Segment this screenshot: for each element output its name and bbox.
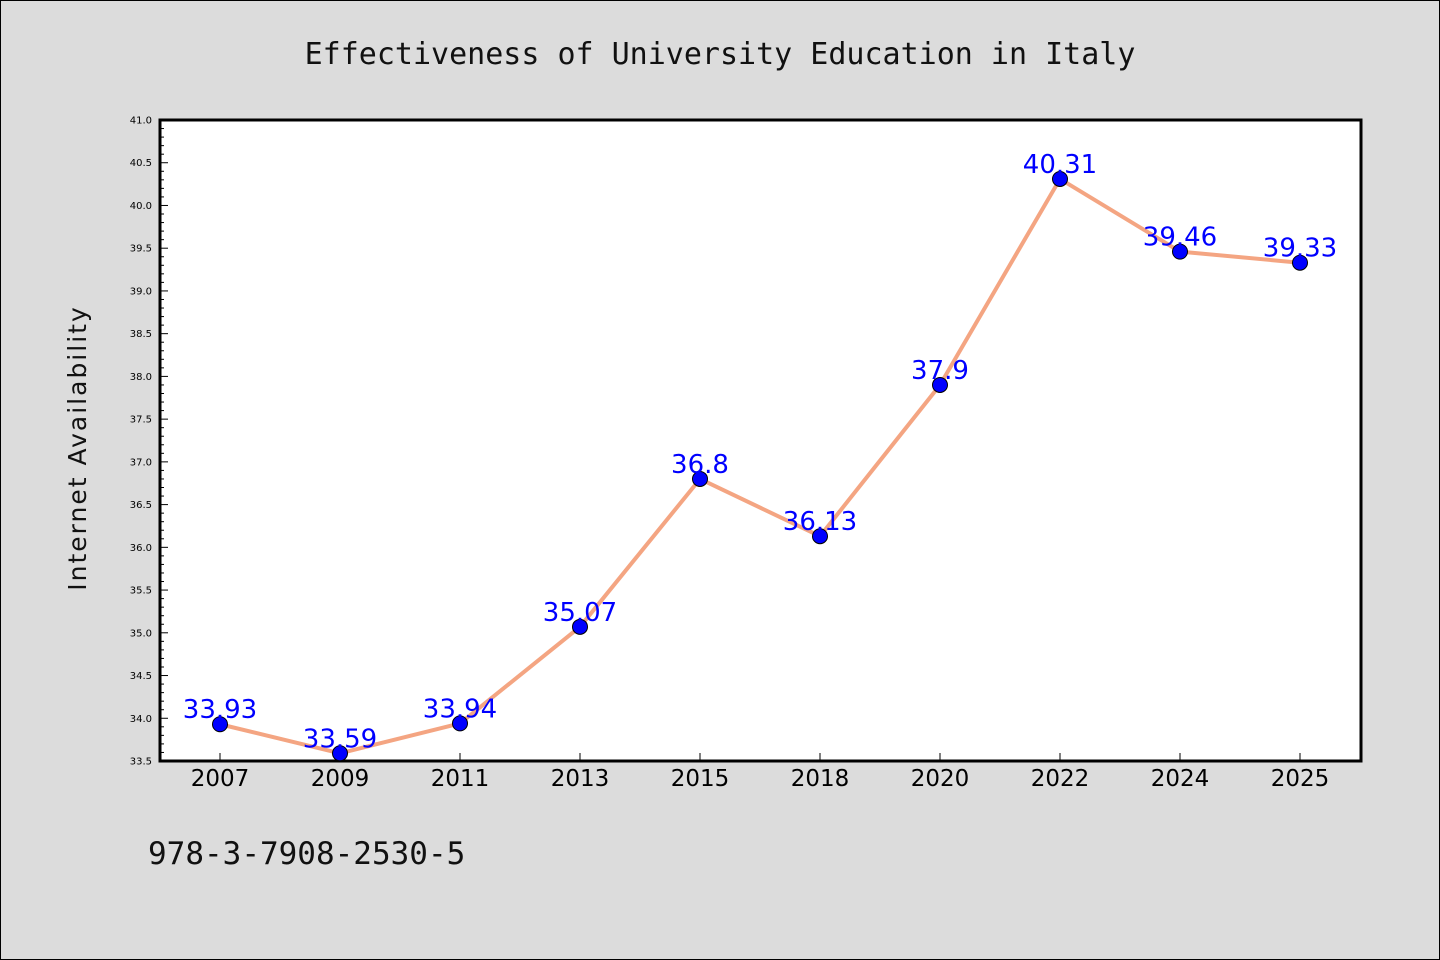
y-tick-label: 38.5 bbox=[130, 329, 152, 340]
x-tick-label: 2013 bbox=[551, 766, 610, 792]
series-line bbox=[218, 176, 1302, 756]
data-labels-group: 33.93 33.59 33.94 35.07 36.8 36.13 37.9 40.31 39… bbox=[183, 150, 1337, 754]
y-tick-label: 38.0 bbox=[130, 372, 152, 383]
data-label: 39.46 bbox=[1143, 223, 1217, 253]
data-point bbox=[1052, 170, 1068, 187]
x-tick-label: 2020 bbox=[911, 766, 970, 792]
x-tick-label: 2007 bbox=[191, 766, 250, 792]
y-tick-label: 35.5 bbox=[130, 586, 152, 597]
y-tick-label: 33.5 bbox=[130, 757, 152, 768]
chart-title: Effectiveness of University Education in… bbox=[305, 37, 1136, 72]
data-label: 36.8 bbox=[671, 450, 729, 480]
data-label: 33.93 bbox=[183, 695, 257, 725]
y-axis-label: Internet Availability bbox=[63, 305, 92, 590]
y-tick-label: 39.5 bbox=[130, 244, 152, 255]
data-point bbox=[1172, 243, 1188, 260]
y-tick-label: 34.5 bbox=[130, 671, 152, 682]
isbn-text: 978-3-7908-2530-5 bbox=[148, 836, 465, 872]
data-point bbox=[812, 528, 828, 545]
x-tick-label: 2025 bbox=[1271, 766, 1330, 792]
data-label: 33.94 bbox=[423, 694, 497, 724]
data-point bbox=[572, 618, 588, 635]
data-label: 35.07 bbox=[543, 598, 617, 628]
data-label: 40.31 bbox=[1023, 150, 1097, 180]
y-tick-label: 36.5 bbox=[130, 500, 152, 511]
y-tick-label: 37.5 bbox=[130, 415, 152, 426]
y-axis: 33.5 34.0 34.5 35.0 35.5 36.0 36.5 37.0 37.5 38.0… bbox=[130, 116, 168, 768]
data-point bbox=[932, 376, 948, 393]
data-point bbox=[692, 470, 708, 487]
y-tick-label: 39.0 bbox=[130, 286, 152, 297]
y-tick-label: 35.0 bbox=[130, 628, 152, 639]
data-point bbox=[332, 745, 348, 762]
x-tick-label: 2011 bbox=[431, 766, 490, 792]
markers-group bbox=[212, 170, 1308, 762]
x-axis: 2007 2009 2011 2013 2015 2018 2020 2022 2024 2025 bbox=[191, 753, 1330, 792]
data-point bbox=[452, 715, 468, 732]
x-tick-label: 2024 bbox=[1151, 766, 1210, 792]
series-line-group bbox=[218, 176, 1302, 756]
data-point bbox=[212, 716, 228, 733]
data-label: 37.9 bbox=[911, 356, 969, 386]
y-tick-label: 40.5 bbox=[130, 158, 152, 169]
plot-area bbox=[158, 118, 1363, 763]
y-tick-label: 36.0 bbox=[130, 543, 152, 554]
data-point bbox=[1292, 254, 1308, 271]
y-tick-label: 37.0 bbox=[130, 457, 152, 468]
y-tick-label: 41.0 bbox=[130, 116, 152, 127]
x-tick-label: 2015 bbox=[671, 766, 730, 792]
data-label: 39.33 bbox=[1263, 234, 1337, 264]
y-tick-label: 40.0 bbox=[130, 201, 152, 212]
data-label: 36.13 bbox=[783, 507, 857, 537]
x-tick-label: 2009 bbox=[311, 766, 370, 792]
x-tick-label: 2018 bbox=[791, 766, 850, 792]
x-tick-label: 2022 bbox=[1031, 766, 1090, 792]
y-tick-label: 34.0 bbox=[130, 714, 152, 725]
data-label: 33.59 bbox=[303, 724, 377, 754]
